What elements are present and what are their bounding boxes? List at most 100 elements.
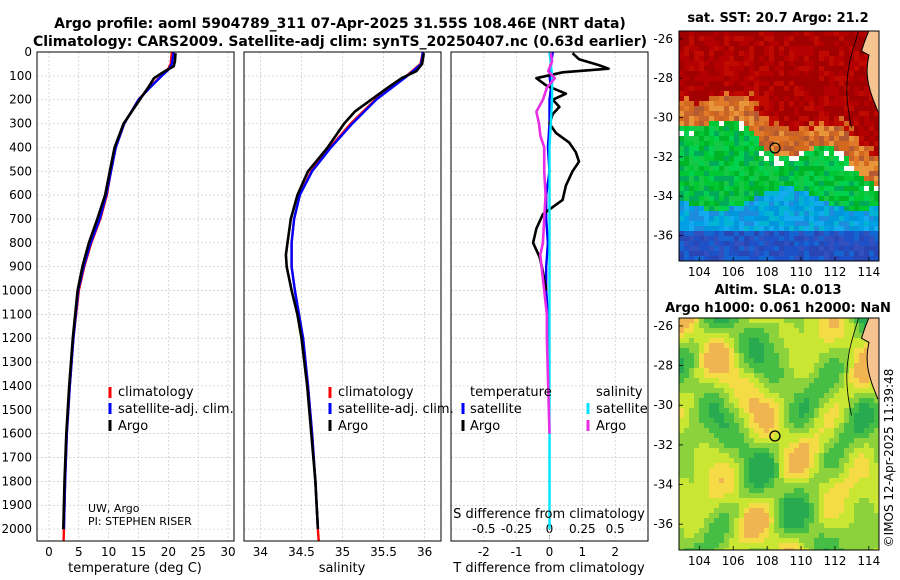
map-cell <box>809 548 815 550</box>
map-cell <box>834 126 840 132</box>
map-cell <box>759 191 765 197</box>
map-cell <box>759 161 765 167</box>
map-cell <box>704 423 710 429</box>
map-cell <box>799 433 805 439</box>
map-cell <box>714 91 720 97</box>
map-cell <box>699 473 705 479</box>
map-cell <box>764 488 770 494</box>
map-cell <box>814 91 820 97</box>
map-cell <box>684 413 690 419</box>
map-cell <box>689 498 695 504</box>
map-cell <box>784 76 790 82</box>
map-cell <box>844 256 850 261</box>
map-cell <box>819 186 825 192</box>
map-cell <box>684 318 690 324</box>
map-cell <box>709 388 715 394</box>
map-cell <box>719 231 725 237</box>
map-cell <box>734 528 740 534</box>
map-cell <box>809 91 815 97</box>
map-cell <box>784 86 790 92</box>
map-cell <box>869 548 875 550</box>
map-cell <box>744 428 750 434</box>
map-cell <box>679 428 685 434</box>
map-cell <box>724 538 730 544</box>
map-cell <box>769 46 775 52</box>
map-cell <box>739 186 745 192</box>
map-cell <box>789 201 795 207</box>
map-cell <box>694 101 700 107</box>
map-cell <box>839 66 845 72</box>
map-cell <box>794 116 800 122</box>
map-cell <box>819 373 825 379</box>
map-cell <box>774 96 780 102</box>
map-cell <box>849 201 855 207</box>
map-cell <box>854 101 860 107</box>
map-cell <box>764 348 770 354</box>
map-cell <box>869 206 875 212</box>
map-cell <box>779 91 785 97</box>
map-cell <box>714 478 720 484</box>
map-cell <box>719 493 725 499</box>
map-cell <box>809 503 815 509</box>
map-cell <box>844 528 850 534</box>
map-cell <box>684 408 690 414</box>
map-cell <box>839 141 845 147</box>
map-cell <box>774 51 780 57</box>
map-cell <box>684 543 690 549</box>
map-cell <box>794 338 800 344</box>
map-cell <box>759 463 765 469</box>
map-cell <box>684 393 690 399</box>
map-cell <box>829 196 835 202</box>
map-cell <box>694 86 700 92</box>
map-cell <box>874 141 879 147</box>
map-cell <box>739 448 745 454</box>
map-cell <box>759 528 765 534</box>
map-cell <box>794 518 800 524</box>
map-cell <box>809 231 815 237</box>
map-cell <box>799 166 805 172</box>
map-cell <box>874 171 879 177</box>
map-cell <box>744 181 750 187</box>
map-cell <box>839 56 845 62</box>
map-cell <box>839 36 845 42</box>
map-cell <box>694 448 700 454</box>
map-cell <box>739 413 745 419</box>
map-cell <box>754 538 760 544</box>
map-cell <box>694 373 700 379</box>
map-cell <box>819 473 825 479</box>
map-cell <box>714 151 720 157</box>
map-cell <box>734 241 740 247</box>
map-cell <box>699 393 705 399</box>
map-cell <box>734 141 740 147</box>
map-cell <box>744 146 750 152</box>
map-cell <box>759 378 765 384</box>
map-cell <box>714 418 720 424</box>
map-cell <box>714 533 720 539</box>
map-cell <box>784 428 790 434</box>
map-cell <box>779 96 785 102</box>
map-cell <box>754 438 760 444</box>
map-cell <box>834 393 840 399</box>
map-cell <box>859 528 865 534</box>
map-cell <box>829 488 835 494</box>
map-cell <box>734 236 740 242</box>
map-cell <box>864 216 870 222</box>
map-cell <box>739 131 745 137</box>
map-cell <box>864 211 870 217</box>
map-cell <box>834 468 840 474</box>
map-cell <box>839 498 845 504</box>
map-cell <box>874 403 879 409</box>
y-tick-label: 1100 <box>1 307 32 321</box>
map-cell <box>854 51 860 57</box>
map-cell <box>714 488 720 494</box>
map-cell <box>824 408 830 414</box>
map-cell <box>839 403 845 409</box>
legend-label-t-satellite: satellite <box>470 402 522 417</box>
map-cell <box>789 448 795 454</box>
map-cell <box>829 423 835 429</box>
map-cell <box>769 423 775 429</box>
map-cell <box>764 318 770 324</box>
map-cell <box>799 393 805 399</box>
map-cell <box>764 96 770 102</box>
